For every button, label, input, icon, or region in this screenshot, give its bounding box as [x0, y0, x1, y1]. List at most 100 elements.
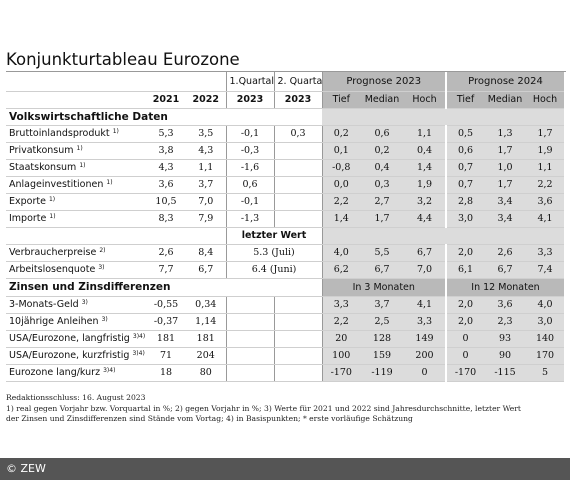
header-2023-q2: 2023 — [273, 91, 322, 109]
table-row: Importe 1) 8,3 7,9 -1,3 1,4 1,7 4,4 3,0 3,4 4,1 — [6, 210, 565, 228]
value-2021: -0,37 — [146, 313, 186, 331]
empty-cell — [225, 313, 274, 331]
forecast-p23-tief: 4,0 — [321, 244, 360, 262]
volkswirtschaft-rows: Bruttoinlandsprodukt 1) 5,3 3,5 -0,1 0,3 0,2 0… — [6, 125, 565, 228]
forecast-p23-tief: 20 — [321, 330, 360, 348]
table-row: Eurozone lang/kurz 3)4) 18 80 -170 -119 0 -170… — [6, 364, 565, 382]
forecast-p24-tief: 0 — [445, 347, 484, 365]
value-2022: 1,1 — [186, 159, 226, 177]
table-row: Staatskonsum 1) 4,3 1,1 -1,6 -0,8 0,4 1,4 0,7 1,… — [6, 159, 565, 177]
table-row: Verbraucherpreise 2) 2,6 8,4 5.3 (Juli) 4,0 5… — [6, 244, 565, 262]
header-hoch-2024: Hoch — [526, 91, 565, 109]
forecast-p23-tief: 0,1 — [321, 142, 360, 160]
forecast-p23-hoch: 0,4 — [404, 142, 446, 160]
forecast-p23-median: 2,7 — [360, 193, 404, 211]
forecast-p24-median: 2,6 — [484, 244, 526, 262]
header-q2: 2. Quartal — [273, 72, 322, 92]
copyright: © ZEW — [6, 462, 46, 475]
row-label: Eurozone lang/kurz 3)4) — [6, 364, 146, 382]
value-q2-2023 — [273, 142, 322, 160]
forecast-p23-tief: 0,2 — [321, 125, 360, 143]
forecast-p23-median: 0,3 — [360, 176, 404, 194]
header-prognose-2023: Prognose 2023 — [321, 72, 446, 92]
header-q1: 1.Quartal — [225, 72, 274, 92]
empty-cell — [273, 364, 322, 382]
value-q2-2023 — [273, 210, 322, 228]
value-2021: 181 — [146, 330, 186, 348]
table-row: Arbeitslosenquote 3) 7,7 6,7 6.4 (Juni) 6,2 6… — [6, 261, 565, 279]
forecast-p24-tief: 0,6 — [445, 142, 484, 160]
value-2021: 5,3 — [146, 125, 186, 143]
table-row: Privatkonsum 1) 3,8 4,3 -0,3 0,1 0,2 0,4 0,6 1,7… — [6, 142, 565, 160]
value-2021: 3,8 — [146, 142, 186, 160]
page-title: Konjunkturtableau Eurozone — [6, 50, 240, 69]
row-label-text: USA/Eurozone, langfristig — [9, 333, 130, 344]
forecast-p24-median: 1,0 — [484, 159, 526, 177]
forecast-p24-tief: -170 — [445, 364, 484, 382]
row-label: Exporte 1) — [6, 193, 146, 211]
forecast-p23-hoch: 1,1 — [404, 125, 446, 143]
table-row: 3-Monats-Geld 3) -0,55 0,34 3,3 3,7 4,1 2,0 3,6… — [6, 296, 565, 314]
value-2022: 181 — [186, 330, 226, 348]
footer-bar: © ZEW — [0, 458, 570, 480]
forecast-p24-tief: 0 — [445, 330, 484, 348]
footnote-marker: 1) — [76, 145, 83, 152]
forecast-p23-median: 0,4 — [360, 159, 404, 177]
forecast-p24-tief: 2,0 — [445, 244, 484, 262]
row-label-text: Exporte — [9, 196, 46, 207]
value-2021: -0,55 — [146, 296, 186, 314]
section-zinsen: Zinsen und Zinsdifferenzen — [6, 278, 322, 297]
forecast-p23-hoch: 3,3 — [404, 313, 446, 331]
row-label-text: Arbeitslosenquote — [9, 264, 96, 275]
forecast-p23-tief: 3,3 — [321, 296, 360, 314]
forecast-p24-median: 93 — [484, 330, 526, 348]
header-prognose-2024: Prognose 2024 — [444, 72, 565, 92]
row-label-text: Verbraucherpreise — [9, 247, 97, 258]
forecast-p23-hoch: 0 — [404, 364, 446, 382]
value-2022: 6,7 — [186, 261, 226, 279]
forecast-p23-median: 3,7 — [360, 296, 404, 314]
forecast-p23-tief: 2,2 — [321, 313, 360, 331]
forecast-p24-median: -115 — [484, 364, 526, 382]
value-q1-2023: 0,6 — [225, 176, 274, 194]
table-row: USA/Eurozone, langfristig 3)4) 181 181 20 12… — [6, 330, 565, 348]
footnote-marker: 1) — [79, 162, 86, 169]
value-q1-2023: -1,3 — [225, 210, 274, 228]
forecast-p24-median: 2,3 — [484, 313, 526, 331]
value-q1-2023: -0,1 — [225, 193, 274, 211]
table-row: Exporte 1) 10,5 7,0 -0,1 2,2 2,7 3,2 2,8 3,4 3,6 — [6, 193, 565, 211]
forecast-p23-median: 159 — [360, 347, 404, 365]
forecast-p24-median: 90 — [484, 347, 526, 365]
footnote-marker: 1) — [106, 179, 113, 186]
forecast-p23-hoch: 4,4 — [404, 210, 446, 228]
row-label-text: Eurozone lang/kurz — [9, 367, 101, 378]
footnote-marker: 1) — [49, 213, 56, 220]
header-tief-2023: Tief — [321, 91, 360, 109]
value-2021: 71 — [146, 347, 186, 365]
row-label: USA/Eurozone, kurzfristig 3)4) — [6, 347, 146, 365]
header-2022: 2022 — [186, 91, 226, 109]
forecast-p23-tief: 2,2 — [321, 193, 360, 211]
empty-cell — [273, 347, 322, 365]
value-q2-2023: 0,3 — [273, 125, 322, 143]
empty-cell — [225, 364, 274, 382]
row-label: Arbeitslosenquote 3) — [6, 261, 146, 279]
forecast-p23-tief: -0,8 — [321, 159, 360, 177]
row-label: Verbraucherpreise 2) — [6, 244, 146, 262]
forecast-p23-tief: 1,4 — [321, 210, 360, 228]
forecast-p24-median: 1,7 — [484, 176, 526, 194]
footnote-marker: 3) — [101, 316, 108, 323]
forecast-p23-hoch: 6,7 — [404, 244, 446, 262]
table-row: 10jährige Anleihen 3) -0,37 1,14 2,2 2,5 3,3 2… — [6, 313, 565, 331]
value-2021: 2,6 — [146, 244, 186, 262]
empty-cell — [273, 330, 322, 348]
forecast-p24-tief: 0,5 — [445, 125, 484, 143]
forecast-p23-tief: 100 — [321, 347, 360, 365]
forecast-p23-median: 6,7 — [360, 261, 404, 279]
footnote-marker: 1) — [112, 128, 119, 135]
footnote-line-2: der Zinsen und Zinsdifferenzen sind Stän… — [6, 414, 413, 423]
empty-cell — [225, 347, 274, 365]
footnotes: Redaktionsschluss: 16. August 2023 1) re… — [6, 393, 566, 425]
empty-cell — [225, 330, 274, 348]
table-row: Bruttoinlandsprodukt 1) 5,3 3,5 -0,1 0,3 0,2 0… — [6, 125, 565, 143]
